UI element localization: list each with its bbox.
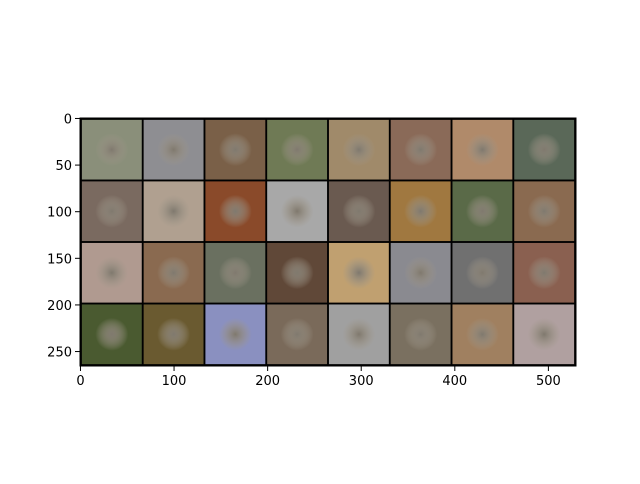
image-tile [205, 119, 266, 180]
image-tile [328, 181, 389, 242]
image-tile [205, 181, 266, 242]
y-tick-label: 200 [47, 299, 72, 314]
x-tick-label: 300 [349, 374, 374, 389]
image-tile [452, 242, 513, 303]
image-tile [328, 304, 389, 365]
image-tile [390, 181, 451, 242]
image-tile [514, 119, 575, 180]
image-tile [81, 242, 142, 303]
image-tile [267, 119, 328, 180]
image-tile [390, 242, 451, 303]
image-tile [267, 181, 328, 242]
x-tick-label: 500 [536, 374, 561, 389]
image-tile [390, 119, 451, 180]
y-tick-label: 0 [64, 112, 72, 127]
x-tick-label: 100 [162, 374, 187, 389]
image-tile [267, 304, 328, 365]
image-tile [143, 181, 204, 242]
image-tile [514, 242, 575, 303]
image-tile [452, 119, 513, 180]
y-tick-label: 50 [55, 159, 72, 174]
y-tick-label: 250 [47, 346, 72, 361]
image-tile [452, 304, 513, 365]
image-tile [143, 242, 204, 303]
image-tile [267, 242, 328, 303]
x-tick-label: 200 [255, 374, 280, 389]
image-tile [514, 181, 575, 242]
y-tick-label: 150 [47, 252, 72, 267]
x-tick-label: 0 [76, 374, 84, 389]
image-tile [143, 119, 204, 180]
y-tick-label: 100 [47, 206, 72, 221]
image-tile [328, 242, 389, 303]
image-tile [328, 119, 389, 180]
x-tick-label: 400 [442, 374, 467, 389]
image-tile [81, 304, 142, 365]
image-tile [514, 304, 575, 365]
image-tile [205, 242, 266, 303]
image-tile [205, 304, 266, 365]
image-tile [81, 119, 142, 180]
axes-frame [79, 117, 577, 367]
image-tile [452, 181, 513, 242]
image-tile [143, 304, 204, 365]
image-tile [81, 181, 142, 242]
image-tile [390, 304, 451, 365]
